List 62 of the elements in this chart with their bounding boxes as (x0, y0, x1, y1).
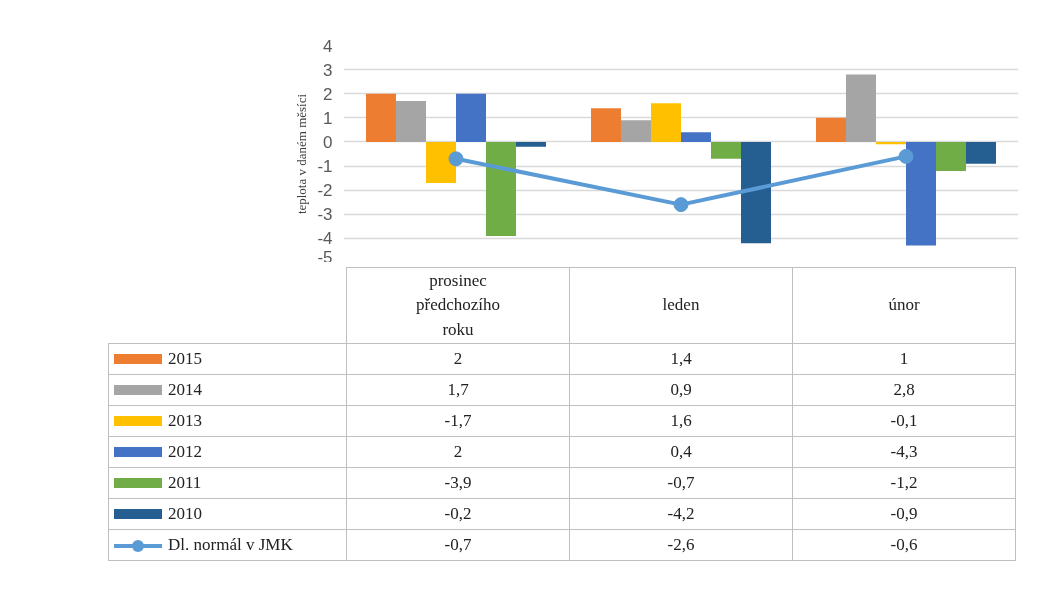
legend-label: 2013 (108, 405, 347, 437)
bar (516, 141, 546, 147)
data-label: -0,7 (569, 467, 793, 499)
data-label: 1,7 (346, 374, 570, 406)
x-tick-label: únor (792, 267, 1016, 344)
y-tick-label: 4 (323, 36, 333, 56)
data-label: -0,2 (346, 498, 570, 530)
bar (621, 120, 651, 142)
y-tick-label: 1 (323, 108, 333, 128)
data-label: -0,7 (346, 529, 570, 561)
y-tick-label: -2 (317, 181, 333, 201)
data-label: -0,6 (792, 529, 1016, 561)
data-label: 2 (346, 436, 570, 468)
bar (936, 141, 966, 171)
y-tick-label: 2 (323, 84, 333, 104)
bar (816, 117, 846, 142)
data-label: -3,9 (346, 467, 570, 499)
data-label: -0,9 (792, 498, 1016, 530)
bar (711, 141, 741, 159)
y-tick-label: 3 (323, 60, 333, 80)
legend-label: 2011 (108, 467, 347, 499)
bar (591, 108, 621, 142)
data-label: -4,2 (569, 498, 793, 530)
data-label: 2 (346, 343, 570, 375)
x-tick-label: leden (569, 267, 793, 344)
legend-label: 2015 (108, 343, 347, 375)
legend-label: 2010 (108, 498, 347, 530)
data-label: 2,8 (792, 374, 1016, 406)
y-tick-label: -5 (317, 247, 333, 267)
point (448, 151, 464, 167)
bar (456, 93, 486, 142)
bar (741, 141, 771, 244)
data-label: 0,4 (569, 436, 793, 468)
data-label: 1,6 (569, 405, 793, 437)
legend-label: Dl. normál v JMK (108, 529, 347, 561)
data-label: -0,1 (792, 405, 1016, 437)
legend-label: 2014 (108, 374, 347, 406)
bar (486, 141, 516, 236)
y-tick-label: -1 (317, 157, 333, 177)
data-label: 0,9 (569, 374, 793, 406)
data-label: -1,2 (792, 467, 1016, 499)
data-label: -1,7 (346, 405, 570, 437)
y-tick-label: -4 (317, 229, 333, 249)
data-label: 1,4 (569, 343, 793, 375)
point (673, 197, 689, 213)
data-label: 1 (792, 343, 1016, 375)
bar (966, 141, 996, 164)
bar (366, 93, 396, 142)
y-tick-label: -3 (317, 205, 333, 225)
bar (846, 74, 876, 142)
bar (906, 141, 936, 246)
bar (681, 132, 711, 142)
x-tick-label: prosinec předchozího roku (346, 267, 570, 344)
bar (651, 103, 681, 142)
data-label: -4,3 (792, 436, 1016, 468)
bar (426, 141, 456, 183)
y-tick-label: 0 (323, 132, 333, 152)
point (898, 148, 914, 164)
bar (396, 100, 426, 142)
legend-label: 2012 (108, 436, 347, 468)
data-label: -2,6 (569, 529, 793, 561)
y-axis-title: teplota v daném měsíci (294, 93, 310, 215)
